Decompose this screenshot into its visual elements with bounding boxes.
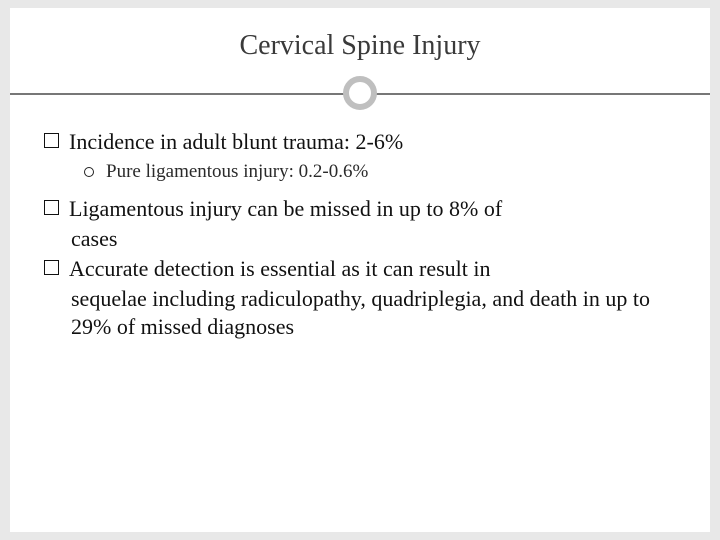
square-bullet-icon: [44, 133, 59, 148]
rule-circle-icon: [343, 76, 377, 110]
bullet-item: Incidence in adult blunt trauma: 2-6%: [44, 128, 676, 156]
bullet-text: cases: [71, 225, 117, 253]
square-bullet-icon: [44, 200, 59, 215]
bullet-text: sequelae including radiculopathy, quadri…: [71, 285, 676, 341]
content-area: Incidence in adult blunt trauma: 2-6% Pu…: [10, 112, 710, 342]
title-rule: [10, 76, 710, 112]
bullet-continuation: sequelae including radiculopathy, quadri…: [44, 285, 676, 341]
bullet-item: Accurate detection is essential as it ca…: [44, 255, 676, 283]
circle-bullet-icon: [84, 167, 94, 177]
slide: Cervical Spine Injury Incidence in adult…: [10, 8, 710, 532]
sub-bullet-text: Pure ligamentous injury: 0.2-0.6%: [106, 160, 368, 185]
bullet-continuation: cases: [44, 225, 676, 253]
bullet-text: Accurate detection is essential as it ca…: [69, 255, 491, 283]
square-bullet-icon: [44, 260, 59, 275]
slide-title: Cervical Spine Injury: [10, 30, 710, 62]
sub-bullet-item: Pure ligamentous injury: 0.2-0.6%: [44, 160, 676, 185]
bullet-text: Ligamentous injury can be missed in up t…: [69, 195, 502, 223]
bullet-item: Ligamentous injury can be missed in up t…: [44, 195, 676, 223]
bullet-text: Incidence in adult blunt trauma: 2-6%: [69, 128, 403, 156]
title-area: Cervical Spine Injury: [10, 8, 710, 112]
